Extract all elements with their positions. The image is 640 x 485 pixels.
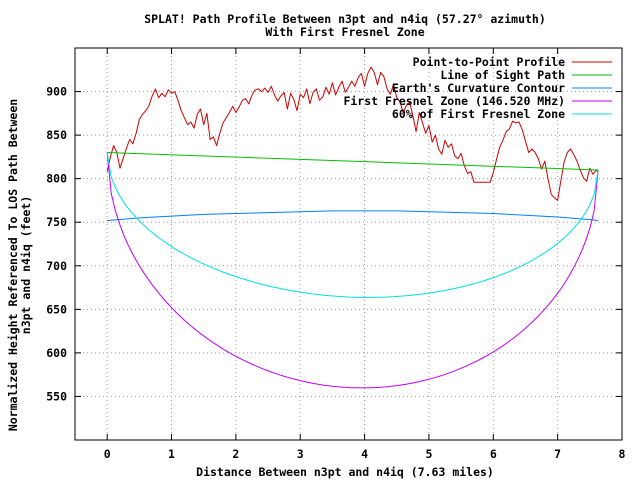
x-tick-label: 7 [554,447,561,461]
x-tick-label: 2 [232,447,239,461]
y-tick-label: 800 [46,172,67,186]
x-tick-label: 6 [490,447,497,461]
y-tick-label: 650 [46,302,67,316]
series-line-curvature [107,210,599,221]
y-tick-label: 750 [46,215,67,229]
y-tick-label: 900 [46,85,67,99]
series-line-fresnel [106,152,599,389]
y-axis-label-line-2: n3pt and n4iq (feet) [19,196,33,334]
axis-ticks: 0 1 2 3 4 5 6 7 8 550 600 650 700 750 800 850 900 [46,48,626,461]
y-axis-label: Normalized Height Referenced To LOS Path… [6,99,33,431]
y-tick-label: 700 [46,259,67,273]
y-tick-label: 550 [46,389,67,403]
y-axis-label-line-1: Normalized Height Referenced To LOS Path… [6,99,20,431]
y-tick-label: 850 [46,128,67,142]
plot-frame [74,47,623,441]
x-tick-label: 8 [619,447,626,461]
x-tick-label: 4 [361,447,368,461]
x-tick-label: 5 [425,447,432,461]
chart-subtitle: With First Fresnel Zone [265,25,424,39]
series-line-fresnel60 [106,152,599,298]
legend-label-profile: Point-to-Point Profile [413,55,565,69]
grid [75,48,622,440]
series-line-profile [106,66,599,201]
series-line-los [107,152,599,171]
legend-label-fresnel60: 60% of First Fresnel Zone [392,107,565,121]
x-tick-label: 1 [168,447,175,461]
x-tick-label: 3 [297,447,304,461]
y-tick-label: 600 [46,346,67,360]
legend-label-curvature: Earth's Curvature Contour [392,81,565,95]
legend-label-fresnel: First Fresnel Zone (146.520 MHz) [343,94,565,108]
x-tick-label: 0 [104,447,111,461]
legend-label-los: Line of Sight Path [440,68,565,82]
series-layer [106,66,599,389]
chart-title: SPLAT! Path Profile Between n3pt and n4i… [144,12,546,26]
x-axis-label: Distance Between n3pt and n4iq (7.63 mil… [196,465,494,479]
